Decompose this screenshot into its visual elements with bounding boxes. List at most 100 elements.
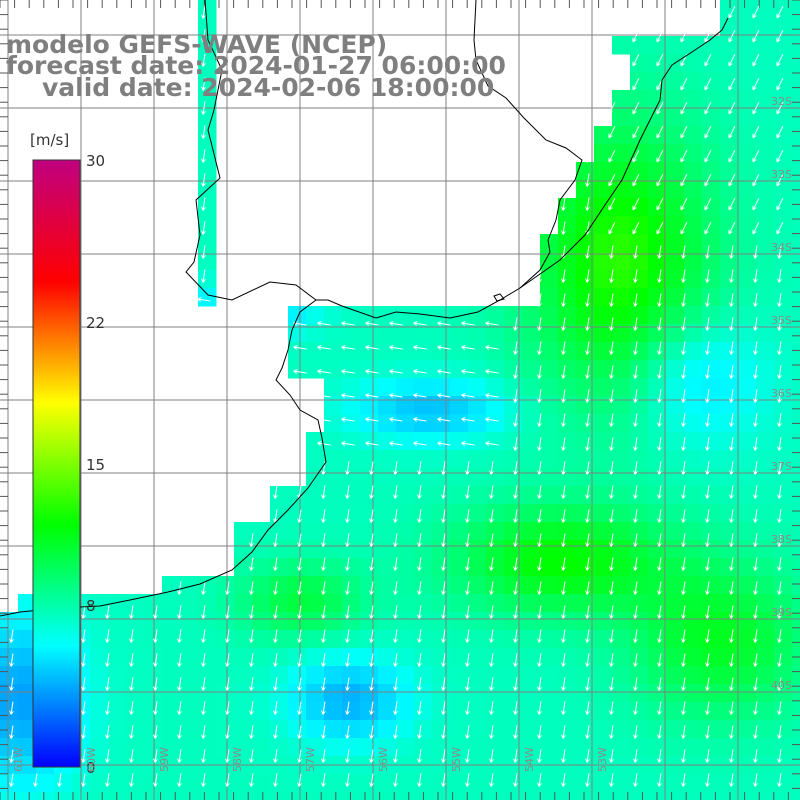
wind-arrow (105, 725, 110, 739)
field-cell (774, 288, 793, 307)
lat-label: 36S (771, 387, 792, 400)
field-cell (738, 360, 757, 379)
wind-arrow (537, 317, 542, 331)
wind-arrow (513, 485, 518, 499)
field-cell (684, 36, 703, 55)
wind-arrow (776, 149, 784, 163)
field-cell (522, 450, 541, 469)
field-cell (720, 108, 739, 127)
field-cell (540, 342, 559, 361)
field-cell (396, 378, 415, 397)
field-cell (198, 0, 217, 19)
field-cell (648, 504, 667, 523)
wind-arrow (777, 581, 782, 595)
field-cell (90, 594, 109, 613)
wind-arrow (513, 317, 518, 331)
wind-arrow (657, 533, 662, 547)
field-cell (216, 774, 235, 793)
field-cell (612, 648, 631, 667)
field-cell (666, 144, 685, 163)
wind-arrow (752, 29, 760, 43)
field-cell (486, 396, 505, 415)
field-cell (648, 396, 667, 415)
field-cell (792, 540, 800, 559)
wind-arrow (413, 417, 427, 422)
field-cell (522, 522, 541, 541)
wind-arrow (729, 653, 734, 667)
field-cell (360, 720, 379, 739)
field-cell (576, 558, 595, 577)
field-cell (792, 180, 800, 199)
field-cell (540, 288, 559, 307)
field-cell (198, 702, 217, 721)
wind-arrow (537, 413, 542, 427)
wind-arrow (753, 461, 758, 475)
wind-arrow (513, 773, 518, 787)
field-cell (666, 594, 685, 613)
wind-arrow (393, 629, 398, 643)
field-cell (684, 396, 703, 415)
field-cell (684, 702, 703, 721)
wind-arrow (585, 437, 590, 451)
field-cell (738, 270, 757, 289)
field-cell (648, 252, 667, 271)
wind-arrow (321, 605, 326, 619)
field-cell (684, 378, 703, 397)
field-cell (630, 774, 649, 793)
field-cell (162, 666, 181, 685)
coastline-north (185, 0, 583, 319)
field-cell (756, 90, 775, 109)
wind-arrow (753, 269, 758, 283)
field-cell (738, 234, 757, 253)
wind-arrow (537, 701, 542, 715)
field-cell (216, 612, 235, 631)
wind-arrow (729, 605, 734, 619)
field-cell (468, 666, 487, 685)
field-cell (504, 666, 523, 685)
wind-arrow (393, 725, 398, 739)
field-cell (792, 72, 800, 91)
wind-arrow (561, 533, 566, 547)
field-cell (666, 36, 685, 55)
field-cell (342, 414, 361, 433)
field-cell (774, 126, 793, 145)
field-cell (360, 648, 379, 667)
wind-arrow (753, 533, 758, 547)
field-cell (378, 684, 397, 703)
field-cell (180, 576, 199, 595)
wind-arrow (201, 77, 206, 91)
field-cell (414, 504, 433, 523)
field-cell (720, 234, 739, 253)
wind-arrow (461, 441, 475, 446)
wind-arrow (681, 677, 686, 691)
field-cell (774, 630, 793, 649)
wind-arrow (201, 173, 206, 187)
wind-arrow (321, 485, 326, 499)
field-cell (702, 594, 721, 613)
field-cell (720, 648, 739, 667)
field-cell (738, 774, 757, 793)
wind-arrow (369, 485, 374, 499)
field-cell (612, 324, 631, 343)
field-cell (162, 774, 181, 793)
field-cell (288, 792, 307, 800)
field-cell (180, 774, 199, 793)
wind-arrow (657, 341, 662, 355)
field-cell (306, 522, 325, 541)
field-cell (18, 720, 37, 739)
field-cell (648, 378, 667, 397)
wind-arrow (273, 653, 278, 667)
field-cell (252, 522, 271, 541)
field-cell (540, 378, 559, 397)
wind-arrow (297, 677, 302, 691)
wind-arrow (777, 509, 782, 523)
wind-arrow (321, 581, 326, 595)
field-cell (540, 648, 559, 667)
field-cell (18, 648, 37, 667)
wind-arrow (537, 293, 542, 307)
field-cell (216, 666, 235, 685)
field-cell (486, 414, 505, 433)
field-cell (378, 630, 397, 649)
field-cell (648, 702, 667, 721)
wind-arrow (585, 389, 590, 403)
